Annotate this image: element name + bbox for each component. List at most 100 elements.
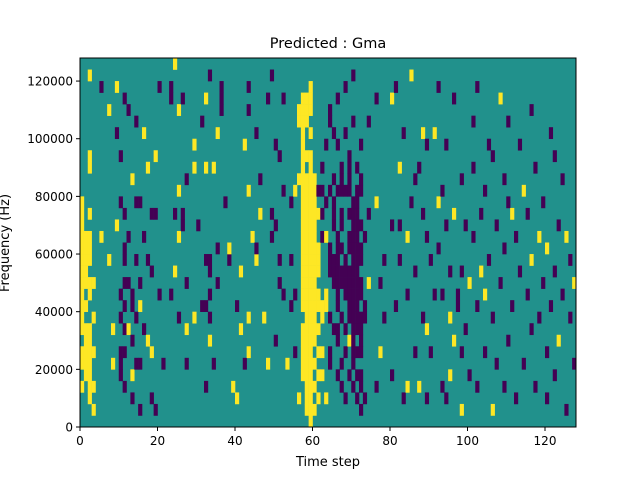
heatmap-cell: [134, 254, 139, 266]
heatmap-cell: [413, 346, 418, 359]
heatmap-cell: [304, 323, 309, 336]
heatmap-cell: [312, 242, 317, 255]
heatmap-cell: [343, 288, 348, 301]
heatmap-cell: [200, 300, 205, 312]
heatmap-cell: [180, 207, 185, 220]
heatmap-cell: [308, 196, 313, 209]
heatmap-cell: [316, 265, 321, 278]
heatmap-cell: [304, 184, 309, 197]
heatmap-cell: [130, 288, 135, 301]
heatmap-cell: [405, 230, 410, 243]
heatmap-cell: [448, 265, 453, 278]
heatmap-cell: [80, 254, 85, 266]
heatmap-cell: [355, 392, 360, 405]
heatmap-cell: [556, 334, 561, 347]
heatmap-cell: [355, 346, 360, 359]
heatmap-cell: [343, 392, 348, 405]
heatmap-cell: [87, 323, 92, 336]
heatmap-cell: [339, 311, 344, 324]
heatmap-cell: [343, 265, 348, 278]
heatmap-cell: [347, 150, 352, 163]
heatmap-cell: [494, 219, 499, 232]
heatmap-cell: [242, 357, 247, 370]
heatmap-cell: [331, 173, 337, 186]
heatmap-cell: [149, 207, 154, 220]
heatmap-cell: [328, 184, 333, 197]
heatmap-cell: [359, 334, 364, 347]
heatmap-cell: [83, 334, 89, 347]
heatmap-cell: [382, 311, 387, 324]
heatmap-cell: [219, 92, 224, 105]
heatmap-cell: [266, 357, 271, 370]
heatmap-cell: [355, 277, 360, 289]
x-tick-label: 0: [76, 434, 84, 448]
heatmap-cell: [490, 150, 495, 163]
heatmap-cell: [153, 207, 158, 220]
heatmap-cell: [304, 104, 309, 116]
x-tick-label: 60: [305, 434, 320, 448]
heatmap-cell: [351, 300, 356, 312]
heatmap-cell: [498, 277, 503, 289]
heatmap-cell: [545, 392, 550, 405]
heatmap-cell: [312, 311, 317, 324]
heatmap-cell: [471, 161, 476, 174]
heatmap-cell: [122, 277, 127, 289]
heatmap-cell: [83, 254, 89, 266]
heatmap-cell: [393, 81, 399, 93]
heatmap-cell: [405, 380, 410, 393]
heatmap-cell: [300, 334, 306, 347]
heatmap-cell: [87, 392, 92, 405]
heatmap-cell: [80, 288, 85, 301]
heatmap-cell: [235, 300, 240, 312]
heatmap-cell: [347, 242, 352, 255]
heatmap-cell: [331, 219, 337, 232]
heatmap-cell: [312, 277, 317, 289]
heatmap-cell: [459, 173, 464, 186]
heatmap-cell: [359, 184, 364, 197]
heatmap-cell: [339, 277, 344, 289]
heatmap-cell: [134, 115, 139, 128]
heatmap-cell: [401, 127, 406, 140]
heatmap-cell: [552, 265, 557, 278]
heatmap-cell: [331, 277, 337, 289]
heatmap-cell: [169, 81, 174, 93]
heatmap-cell: [335, 334, 340, 347]
heatmap-cell: [339, 380, 344, 393]
heatmap-cell: [87, 242, 92, 255]
heatmap-cell: [502, 242, 507, 255]
heatmap-cell: [134, 311, 139, 324]
heatmap-cell: [320, 207, 325, 220]
heatmap-cell: [207, 254, 213, 266]
heatmap-cell: [297, 173, 302, 186]
heatmap-cell: [374, 380, 379, 393]
heatmap-cell: [335, 288, 340, 301]
heatmap-cell: [521, 357, 526, 370]
heatmap-cell: [324, 196, 329, 209]
heatmap-cell: [176, 230, 182, 243]
heatmap-cell: [424, 230, 430, 243]
heatmap-cell: [80, 277, 85, 289]
heatmap-cell: [80, 323, 85, 336]
heatmap-cell: [273, 219, 278, 232]
heatmap-cell: [80, 311, 85, 324]
heatmap-cell: [308, 323, 313, 336]
heatmap-cell: [281, 288, 286, 301]
heatmap-cell: [122, 92, 127, 105]
heatmap-cell: [459, 346, 464, 359]
heatmap-cell: [359, 380, 364, 393]
heatmap-cell: [355, 254, 360, 266]
heatmap-cell: [347, 288, 352, 301]
heatmap-cell: [556, 219, 561, 232]
heatmap-cell: [227, 254, 232, 266]
heatmap-cell: [339, 173, 344, 186]
heatmap-cell: [308, 346, 313, 359]
heatmap-cell: [343, 323, 348, 336]
heatmap-cell: [320, 161, 325, 174]
heatmap-cell: [122, 207, 127, 220]
heatmap-cell: [153, 150, 158, 163]
heatmap-cell: [312, 207, 317, 220]
heatmap-cell: [266, 92, 271, 105]
heatmap-cell: [80, 346, 85, 359]
heatmap-cell: [436, 81, 441, 93]
heatmap-cell: [200, 115, 205, 128]
